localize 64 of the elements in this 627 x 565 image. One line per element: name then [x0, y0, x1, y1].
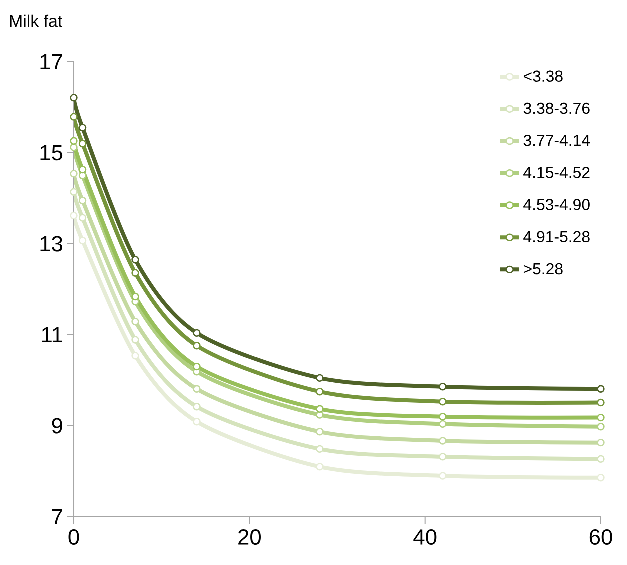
point	[316, 463, 324, 471]
point	[597, 414, 605, 422]
y-tick-label: 7	[52, 509, 62, 525]
point	[193, 362, 201, 371]
y-axis-title: Milk fat	[10, 14, 63, 28]
x-tick-label: 40	[414, 529, 437, 546]
point	[316, 428, 324, 436]
point	[70, 170, 78, 178]
legend-label: 4.15-4.52	[524, 167, 590, 178]
point	[597, 423, 605, 431]
y-tick-label: 15	[40, 145, 63, 161]
point	[78, 140, 87, 148]
point	[316, 405, 324, 413]
point	[193, 329, 201, 338]
point	[316, 374, 324, 382]
point	[78, 214, 87, 222]
point	[78, 196, 87, 205]
point	[439, 420, 447, 428]
point	[193, 418, 201, 426]
legend-label: 4.53-4.90	[524, 199, 590, 210]
point	[597, 438, 605, 447]
x-tick-label: 20	[238, 529, 261, 546]
point	[70, 188, 78, 196]
y-tick-label: 17	[40, 54, 62, 70]
point	[439, 398, 447, 406]
point	[70, 137, 78, 146]
legend-label: <3.38	[524, 70, 563, 82]
point	[132, 292, 140, 301]
point	[70, 94, 78, 102]
point	[78, 166, 87, 174]
point	[439, 453, 447, 461]
point	[439, 413, 447, 421]
point	[132, 256, 140, 264]
point	[316, 388, 324, 396]
point	[132, 352, 140, 360]
legend-label: 3.77-4.14	[524, 134, 590, 146]
y-tick-label: 13	[40, 236, 63, 252]
point	[132, 269, 140, 277]
point	[70, 113, 78, 121]
legend-label: 3.38-3.76	[524, 102, 590, 114]
point	[78, 236, 87, 245]
x-tick-label: 0	[68, 529, 80, 546]
point	[193, 385, 201, 393]
point	[439, 383, 447, 391]
point	[70, 144, 78, 152]
point	[597, 474, 605, 482]
point	[70, 212, 78, 220]
point	[78, 124, 87, 132]
point	[439, 472, 447, 480]
point	[193, 403, 201, 411]
point	[316, 445, 324, 454]
point	[78, 172, 87, 180]
x-tick-label: 60	[590, 529, 612, 546]
point	[597, 385, 605, 393]
point	[597, 398, 605, 407]
y-tick-label: 9	[52, 418, 62, 434]
point	[597, 455, 605, 464]
y-tick-label: 11	[42, 327, 62, 343]
legend-label: >5.28	[524, 263, 563, 275]
point	[132, 336, 140, 344]
point	[193, 342, 201, 350]
point	[439, 437, 447, 445]
point	[132, 318, 140, 326]
legend-label: 4.91-5.28	[524, 231, 590, 243]
